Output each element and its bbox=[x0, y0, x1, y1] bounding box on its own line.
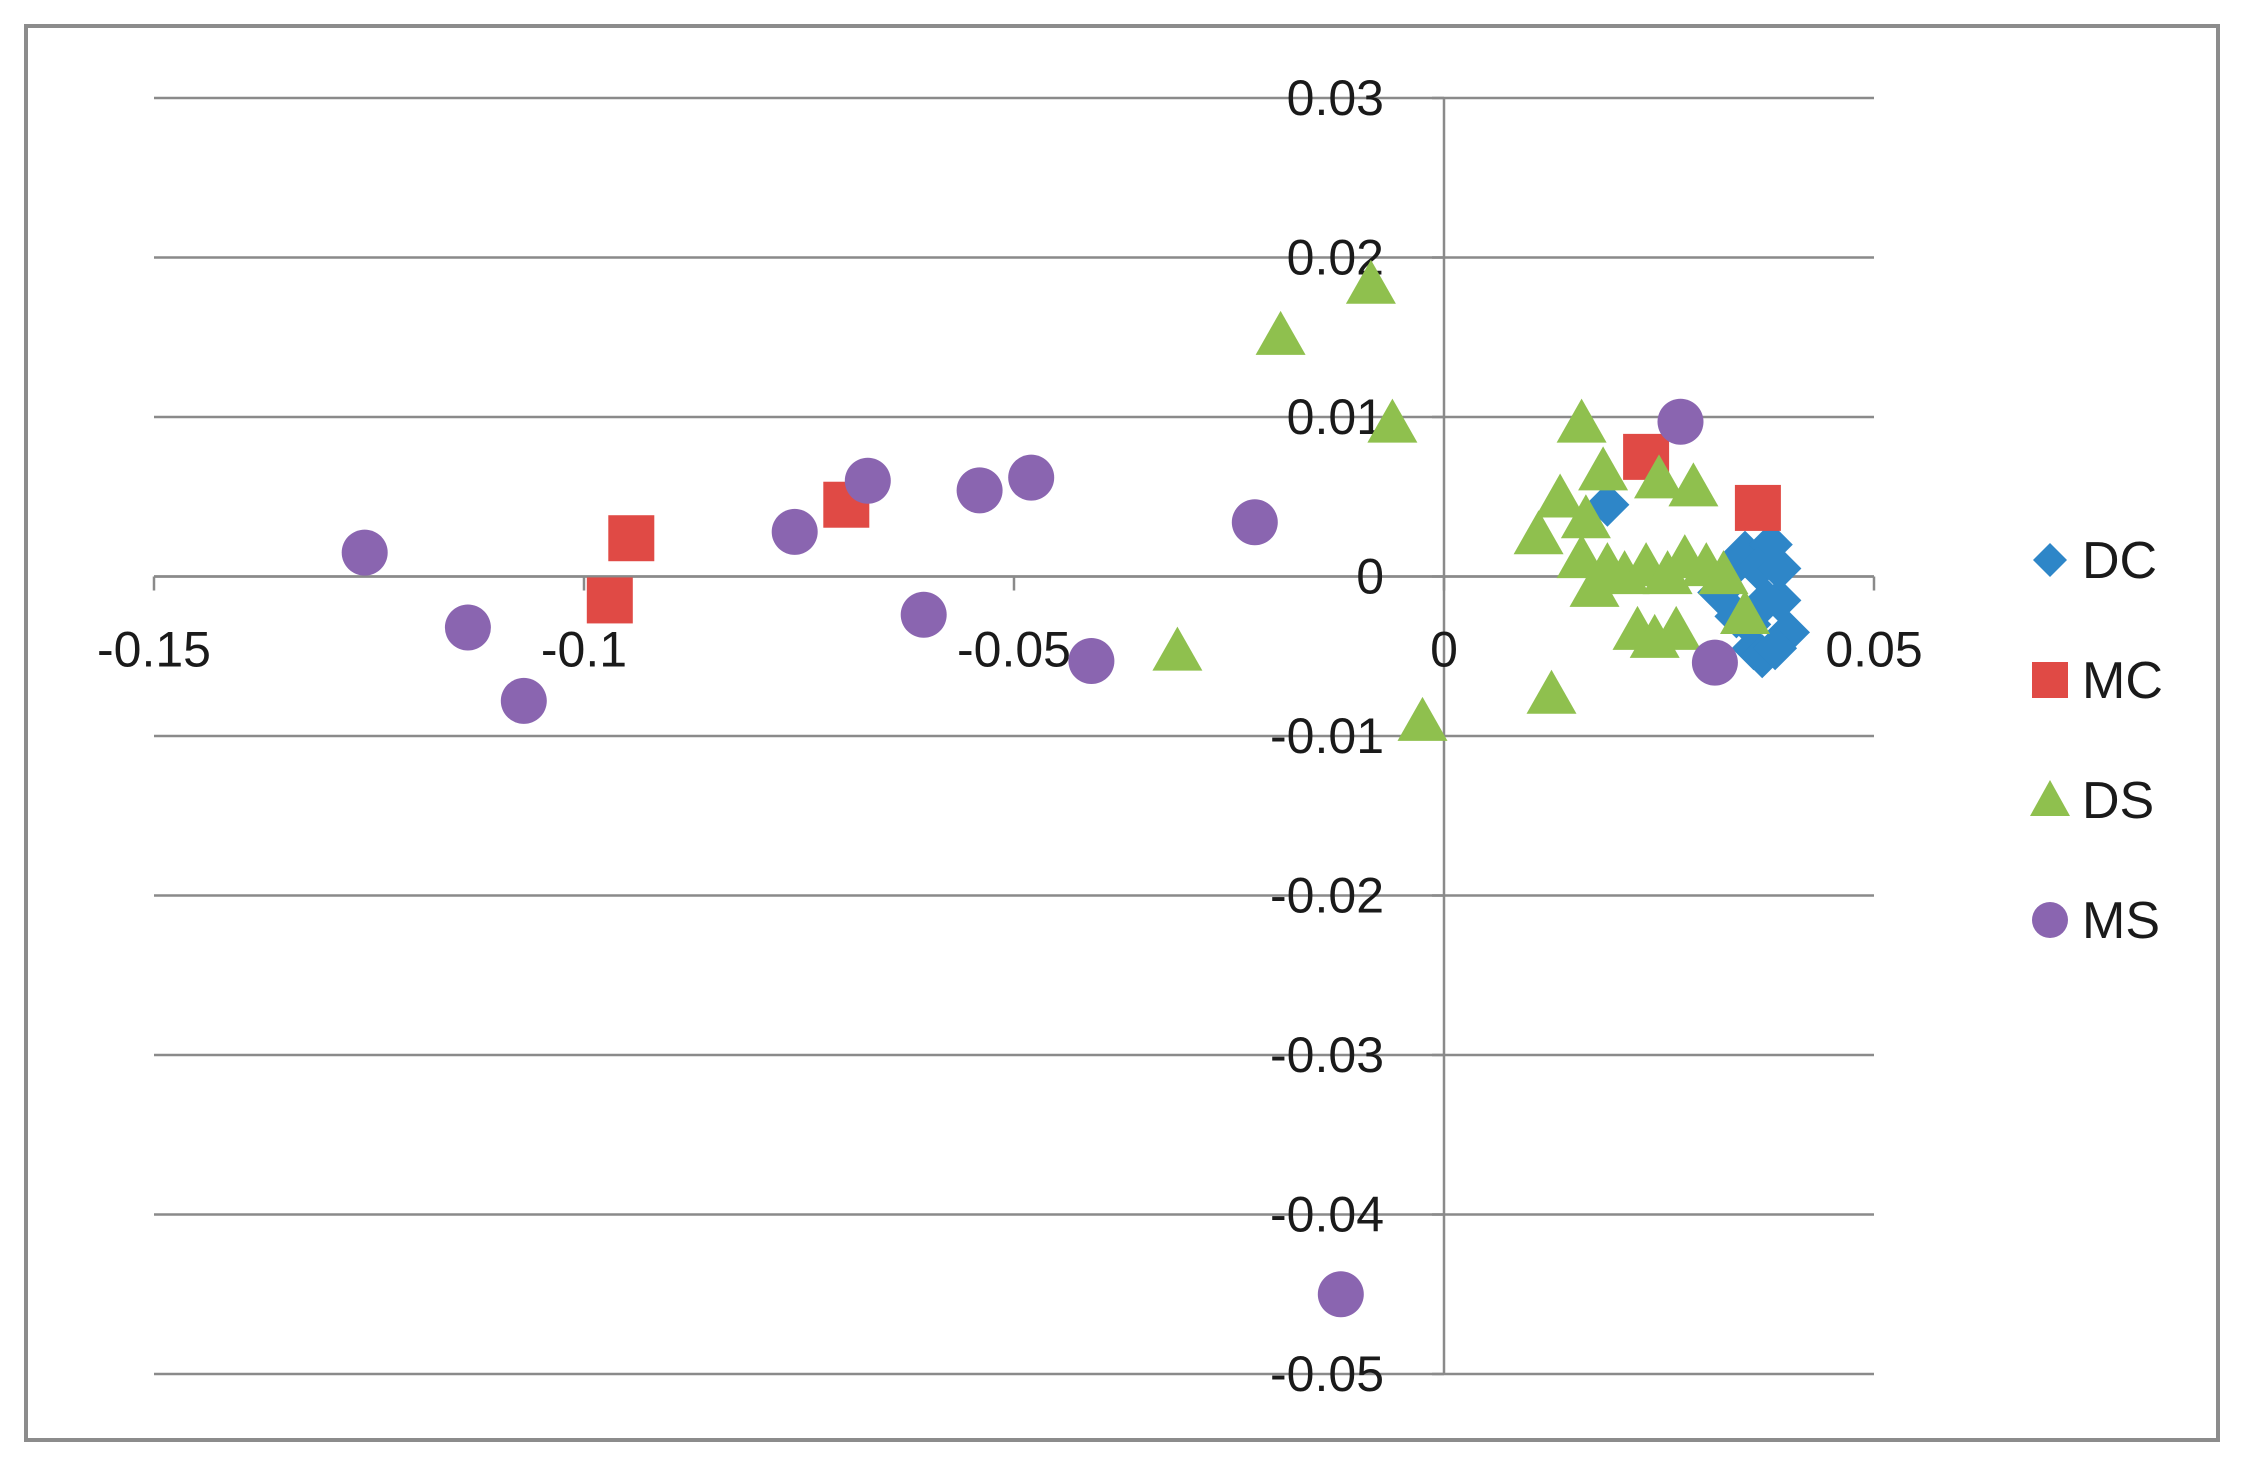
point-ds bbox=[1634, 454, 1684, 499]
point-ds bbox=[1556, 398, 1607, 443]
point-ms bbox=[1657, 398, 1704, 445]
tick-labels: -0.15 -0.1 -0.05 0 0.050.030.020.010-0.01-0.… bbox=[97, 70, 1923, 1402]
point-ds bbox=[1513, 510, 1564, 555]
x-tick-label: 0 bbox=[1430, 622, 1458, 678]
y-tick-label: 0.01 bbox=[1287, 389, 1384, 445]
point-ms bbox=[900, 591, 947, 638]
legend-item-ms: MS bbox=[2032, 892, 2160, 950]
series-ds bbox=[1152, 259, 1770, 741]
point-ms bbox=[444, 604, 491, 651]
point-ds bbox=[1367, 398, 1418, 443]
legend-marker bbox=[2032, 902, 2068, 938]
point-ms bbox=[500, 677, 547, 724]
y-tick-label: 0.03 bbox=[1287, 70, 1384, 126]
point-mc bbox=[608, 515, 655, 562]
y-tick-label: -0.04 bbox=[1270, 1187, 1384, 1243]
x-tick-label: -0.15 bbox=[97, 622, 211, 678]
y-tick-label: 0 bbox=[1356, 549, 1384, 605]
point-dc bbox=[1757, 546, 1802, 591]
y-tick-label: -0.03 bbox=[1270, 1027, 1384, 1083]
point-ds bbox=[1578, 446, 1629, 491]
x-tick-label: -0.05 bbox=[957, 622, 1071, 678]
point-dc bbox=[1753, 626, 1798, 671]
point-ms bbox=[771, 508, 818, 555]
scatter-chart: -0.15 -0.1 -0.05 0 0.050.030.020.010-0.01-0.… bbox=[97, 70, 2163, 1402]
point-ms bbox=[1008, 454, 1055, 501]
point-ms bbox=[1068, 638, 1115, 685]
point-ms bbox=[956, 467, 1003, 514]
x-tick-label: 0.05 bbox=[1825, 622, 1922, 678]
legend-item-ds: DS bbox=[2030, 772, 2154, 830]
point-ms bbox=[1691, 639, 1738, 686]
x-tick-label: -0.1 bbox=[541, 622, 627, 678]
legend-label: MC bbox=[2082, 652, 2163, 710]
legend-marker bbox=[2033, 543, 2067, 577]
point-ds bbox=[1569, 562, 1620, 607]
legend-label: MS bbox=[2082, 892, 2160, 950]
point-ms bbox=[1317, 1271, 1364, 1318]
gridlines bbox=[154, 96, 1874, 1376]
legend-marker bbox=[2030, 780, 2070, 816]
point-ds bbox=[1397, 696, 1448, 741]
point-ds bbox=[1535, 473, 1586, 518]
legend-label: DS bbox=[2082, 772, 2154, 830]
point-ms bbox=[1231, 499, 1278, 546]
point-ds bbox=[1720, 589, 1770, 634]
y-tick-label: -0.05 bbox=[1270, 1346, 1384, 1402]
point-ds bbox=[1255, 310, 1306, 355]
legend-label: DC bbox=[2082, 532, 2157, 590]
legend-marker bbox=[2032, 662, 2068, 698]
point-ds bbox=[1668, 462, 1719, 507]
point-ds bbox=[1152, 626, 1203, 671]
point-mc bbox=[586, 577, 633, 624]
legend-item-mc: MC bbox=[2032, 652, 2163, 710]
point-mc bbox=[1734, 484, 1781, 531]
point-ds bbox=[1526, 669, 1577, 714]
y-tick-label: -0.02 bbox=[1270, 868, 1384, 924]
series-ms bbox=[341, 398, 1738, 1318]
point-ds bbox=[1651, 605, 1702, 650]
point-ds bbox=[1345, 259, 1396, 304]
chart-frame: -0.15 -0.1 -0.05 0 0.05 0.03 0.02 0.01 0 -0.01 -0.… bbox=[24, 24, 2220, 1442]
y-tick-label: -0.01 bbox=[1270, 708, 1384, 764]
point-ms bbox=[844, 457, 891, 504]
point-ds bbox=[1560, 494, 1611, 539]
data-points bbox=[341, 259, 1810, 1318]
point-ds bbox=[1698, 550, 1749, 595]
point-ms bbox=[341, 529, 388, 576]
legend-item-dc: DC bbox=[2033, 532, 2157, 590]
legend: DC MC DS MS bbox=[2030, 532, 2163, 950]
